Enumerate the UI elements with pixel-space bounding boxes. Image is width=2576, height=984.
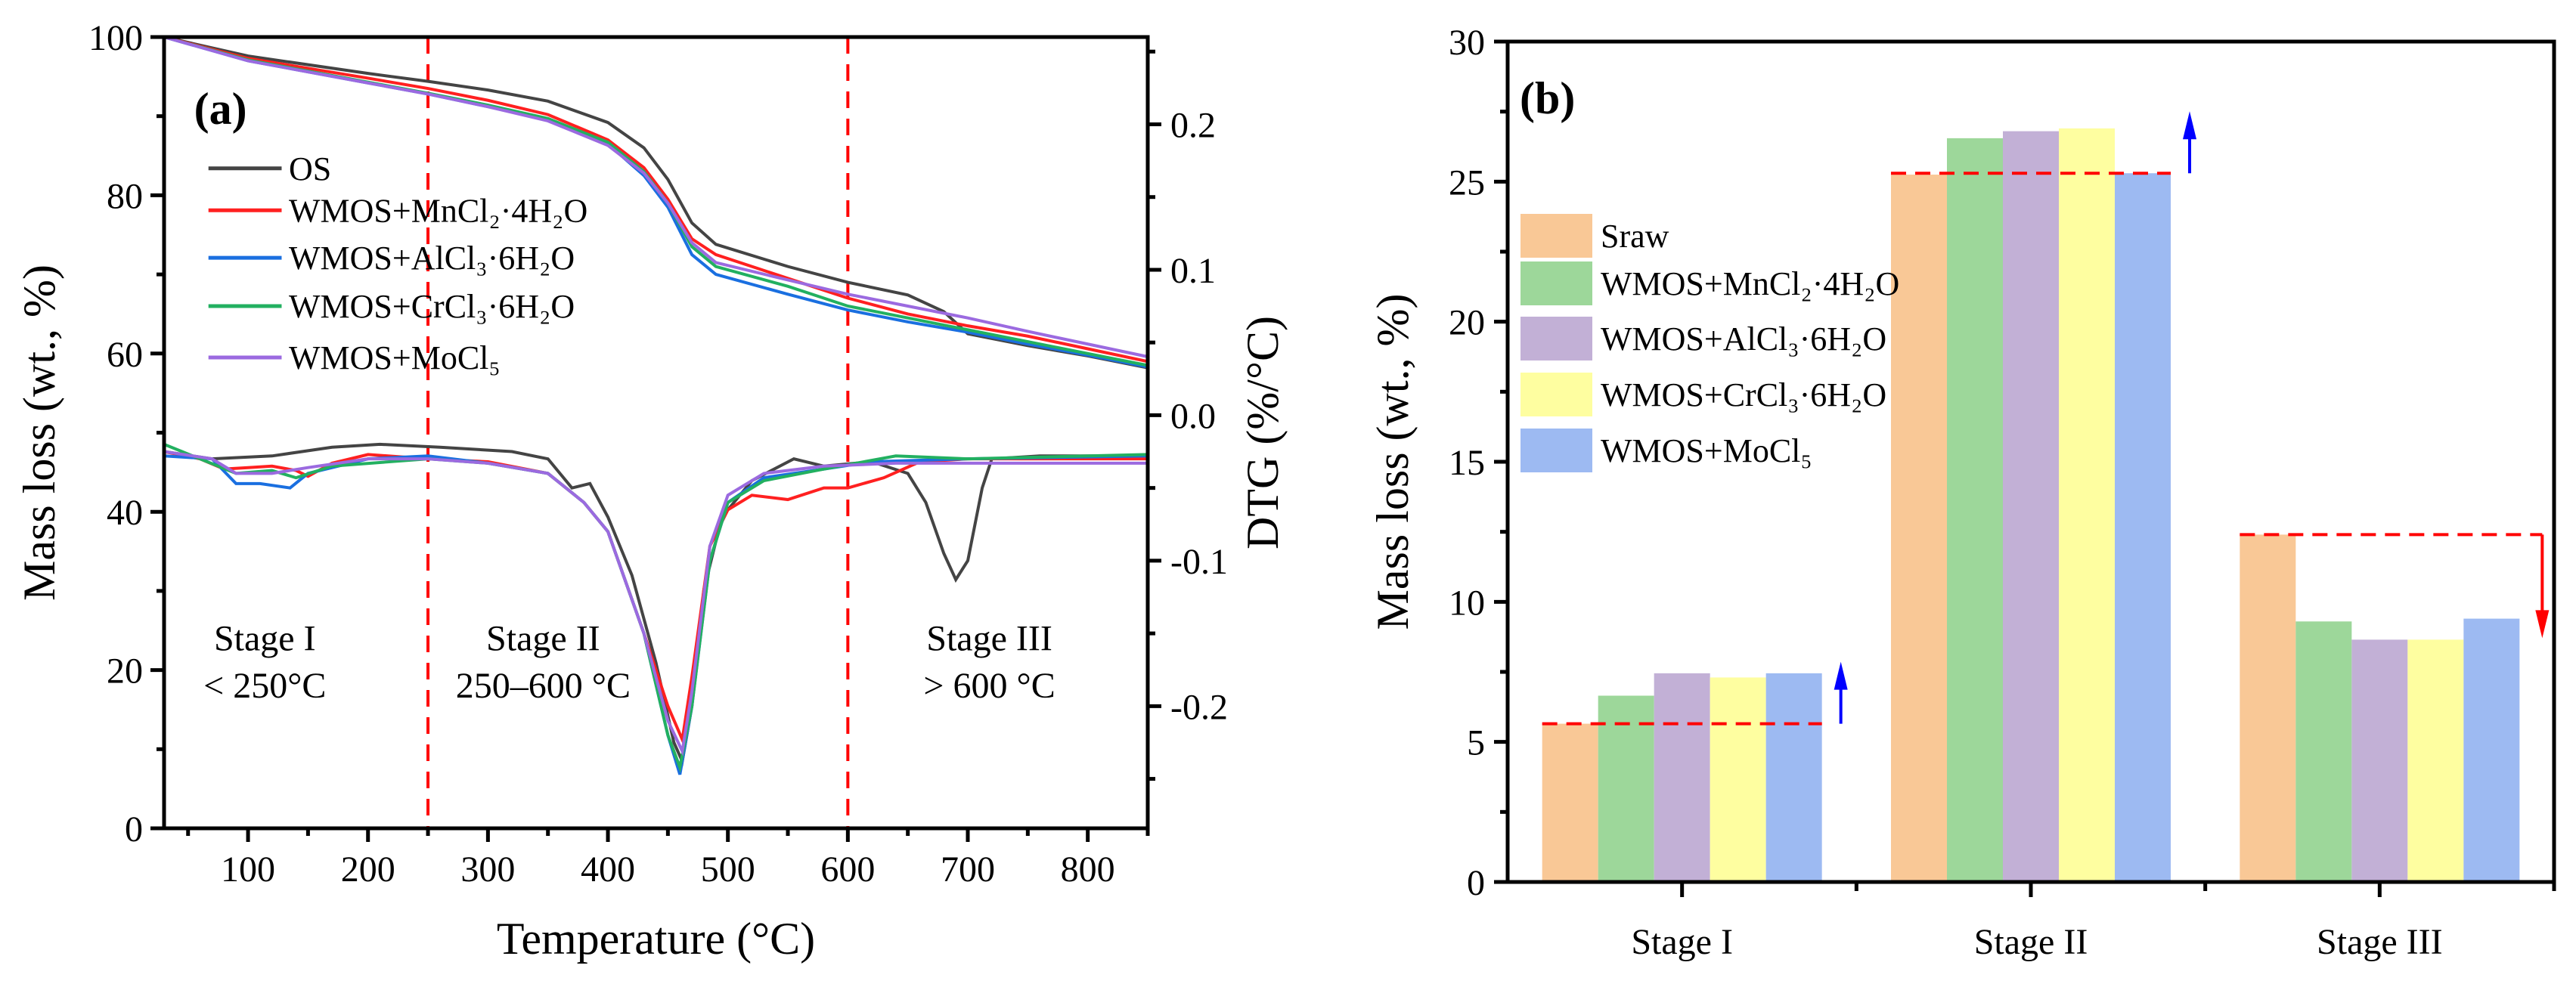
x-tick-label: 500 [701, 849, 755, 890]
bar-2-0 [2240, 534, 2296, 882]
legend-swatch [1520, 214, 1592, 258]
tg-curve-0 [163, 36, 1149, 370]
panel-label: (a) [194, 84, 247, 134]
bar-2-2 [2351, 639, 2408, 882]
legend-label: WMOS+CrCl₃·6H₂O [1601, 376, 1886, 413]
bar-0-2 [1654, 673, 1710, 882]
legend-label: WMOS+AlCl₃·6H₂O [289, 240, 575, 277]
bar-0-4 [1765, 673, 1822, 882]
legend-label: WMOS+AlCl₃·6H₂O [1601, 320, 1886, 357]
x-tick-label: 400 [581, 849, 635, 890]
y2-tick-label: -0.1 [1170, 542, 1228, 582]
legend-swatch [1520, 261, 1592, 305]
stage-annotation: Stage I [214, 618, 316, 658]
y-tick-label: 100 [88, 18, 143, 58]
y-tick-label: 5 [1467, 723, 1485, 763]
y-tick-label: 0 [1467, 863, 1485, 903]
bar-1-3 [2059, 128, 2115, 882]
bar-1-4 [2115, 173, 2171, 883]
category-label: Stage I [1631, 922, 1733, 962]
y-axis-title: Mass loss (wt., %) [1368, 294, 1418, 630]
y-tick-label: 40 [107, 493, 143, 533]
category-label: Stage II [1974, 922, 2088, 962]
y2-tick-label: 0.2 [1170, 105, 1216, 145]
legend-label: WMOS+MoCl₅ [1601, 432, 1812, 469]
stage-annotation: Stage II [486, 618, 600, 658]
y-tick-label: 20 [107, 651, 143, 692]
legend-label: Sraw [1601, 218, 1669, 255]
panel-label: (b) [1520, 73, 1575, 123]
panel-a-tga-dtg-chart: 100 200 300 400 500 600 700 800 0 20 40 60 80 100 0.2 0… [14, 18, 1288, 964]
x-axis-title: Temperature (°C) [497, 914, 815, 964]
dtg-curve-3 [163, 443, 1149, 773]
legend-label: OS [289, 150, 331, 187]
bar-0-1 [1598, 695, 1654, 882]
legend-label: WMOS+MnCl₂·4H₂O [1601, 265, 1899, 302]
x-tick-label: 600 [820, 849, 875, 890]
category-label: Stage III [2317, 922, 2443, 962]
tg-curve-4 [163, 36, 1149, 358]
bar-0-0 [1542, 723, 1598, 882]
y-tick-label: 0 [125, 809, 143, 849]
bar-1-0 [1891, 175, 1947, 883]
arrow-up-head-icon [1834, 661, 1848, 690]
dtg-curve-0 [163, 442, 1148, 767]
y-tick-label: 20 [1449, 303, 1485, 343]
dtg-curve-4 [163, 450, 1148, 757]
legend-label: WMOS+MnCl₂·4H₂O [289, 192, 587, 229]
bar-2-1 [2295, 621, 2352, 882]
y-tick-label: 60 [107, 335, 143, 375]
bar-0-3 [1710, 677, 1766, 882]
legend-label: WMOS+CrCl₃·6H₂O [289, 288, 575, 325]
y2-axis-title: DTG (%/°C) [1238, 316, 1288, 549]
dtg-curve-2 [163, 454, 1149, 775]
arrow-up-head-icon [2183, 111, 2196, 140]
y2-tick-label: -0.2 [1170, 687, 1228, 727]
x-tick-label: 200 [341, 849, 395, 890]
x-tick-label: 800 [1061, 849, 1115, 890]
legend-swatch [1520, 429, 1592, 472]
bar-2-4 [2463, 618, 2520, 882]
x-tick-label: 100 [221, 849, 275, 890]
y-tick-label: 80 [107, 176, 143, 216]
y-tick-label: 10 [1449, 583, 1485, 623]
stage-annotation: Stage III [926, 618, 1052, 658]
y2-tick-label: 0.1 [1170, 251, 1216, 291]
bar-2-3 [2407, 639, 2464, 882]
y2-tick-label: 0.0 [1170, 396, 1216, 436]
arrow-down-head-icon [2535, 610, 2550, 639]
legend-swatch [1520, 317, 1592, 360]
x-tick-label: 300 [460, 849, 515, 890]
y-tick-label: 15 [1449, 443, 1485, 483]
stage-range-annotation: 250–600 °C [456, 666, 631, 706]
y-axis-title: Mass loss (wt., %) [14, 265, 64, 601]
y-tick-label: 25 [1449, 162, 1485, 203]
legend-label: WMOS+MoCl₅ [289, 339, 501, 376]
x-tick-label: 700 [941, 849, 995, 890]
tg-curve-1 [163, 36, 1149, 364]
stage-range-annotation: < 250°C [203, 666, 326, 706]
legend-swatch [1520, 373, 1592, 416]
panel-b-bar-chart: Stage I Stage II Stage III 0 5 10 15 20 25 30 Mass… [1368, 23, 2556, 962]
y-tick-label: 30 [1449, 23, 1485, 63]
bar-1-1 [1947, 138, 2003, 882]
stage-range-annotation: > 600 °C [923, 666, 1055, 706]
bar-1-2 [2003, 131, 2059, 882]
